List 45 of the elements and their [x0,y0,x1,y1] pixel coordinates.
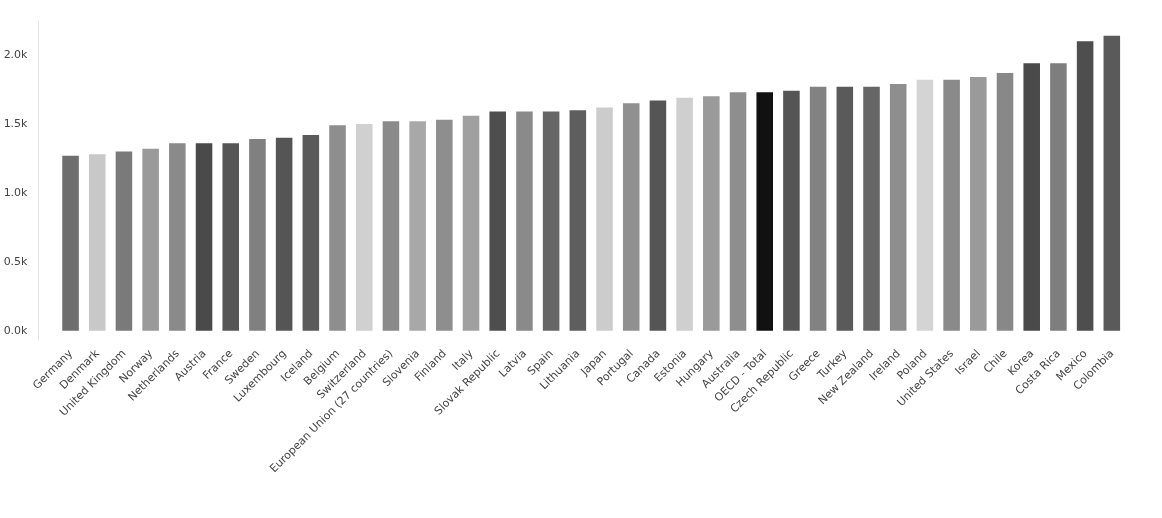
bar [169,143,186,331]
bar [729,92,747,331]
bar [970,77,987,331]
bar [809,86,827,331]
bar [329,125,346,331]
y-tick-label: 1.0k [3,186,29,200]
bar [382,121,400,331]
bar [275,137,293,331]
y-tick-label: 0.5k [3,255,29,269]
bar [115,151,133,331]
bar [142,148,159,331]
bar [222,143,240,331]
y-tick-label: 1.5k [3,117,29,131]
bar [1103,35,1121,331]
bar [436,119,453,331]
bar [943,79,960,331]
bar [703,96,720,331]
bar [409,121,426,331]
y-tick-label: 2.0k [3,48,29,62]
bar [302,134,320,331]
bar [569,110,587,331]
bar [783,90,800,331]
bar [649,100,667,331]
bar [249,139,266,331]
bar [195,143,213,331]
bar [676,97,693,331]
bar [889,83,907,331]
bar [1023,63,1040,331]
bar [836,86,854,331]
y-tick-label: 0.0k [3,324,29,338]
bar [756,92,773,331]
bar [596,107,613,331]
bar [462,115,480,331]
bar [62,155,79,331]
bar [542,111,560,331]
bar [1050,63,1067,331]
bar [489,111,506,331]
bar [88,154,106,331]
bar [622,103,640,331]
bar [996,72,1014,331]
bar [1076,41,1094,331]
bar [355,123,373,331]
bar [916,79,934,331]
bar [863,86,880,331]
bar [516,111,533,331]
